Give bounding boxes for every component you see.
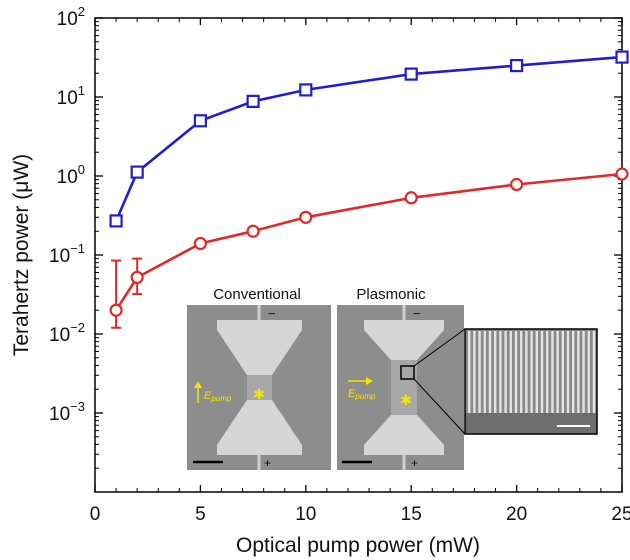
grating-stripe (577, 331, 580, 415)
grating-stripe (535, 331, 538, 415)
plasmonic-epump-label: Epump (348, 388, 376, 401)
plasmonic-gap (391, 360, 417, 415)
series-line (114, 55, 623, 222)
x-axis-label: Optical pump power (mW) (236, 534, 480, 557)
data-point (130, 270, 144, 285)
grating-stripe (494, 331, 497, 415)
y-axis: 102 101 100 10−1 10−2 10−3 (49, 4, 622, 469)
y-tick-label: 10−3 (49, 399, 85, 425)
zoom-line-bottom (413, 378, 466, 435)
grating-stripe (566, 331, 570, 415)
y-tick-label: 100 (57, 162, 85, 188)
zoom-line-top (413, 328, 466, 367)
plasmonic-epump-arrowhead-icon (366, 377, 373, 385)
data-point (130, 165, 144, 179)
plasmonic-epump-sub: pump (354, 392, 376, 401)
data-point (615, 50, 629, 64)
grating-stripe (525, 331, 528, 415)
conventional-top-electrode (217, 320, 302, 375)
grating-stripe (530, 331, 533, 415)
data-point (193, 236, 207, 251)
data-point (404, 67, 418, 81)
grating-stripe (561, 331, 564, 415)
grating-stripe (520, 331, 523, 415)
grating-stripe (556, 331, 559, 415)
plasmonic-plus-sign: + (411, 456, 418, 470)
x-axis: 0 5 10 15 20 25 (90, 18, 630, 525)
conventional-bottom-electrode (217, 400, 302, 455)
plasmonic-top-electrode (364, 320, 444, 360)
grating-stripe (592, 331, 596, 415)
data-point (615, 167, 629, 181)
grating-stripe (504, 331, 507, 415)
conventional-minus-sign: − (268, 306, 276, 321)
grating-stripe (514, 331, 518, 415)
conventional-epump-label: Epump (204, 390, 232, 403)
grating-stripe (587, 331, 590, 415)
inset-grating-zoom (464, 328, 598, 435)
grating-stripe (546, 331, 549, 415)
data-point (299, 210, 313, 224)
grating-stripe (540, 331, 544, 415)
data-point (299, 83, 313, 97)
plasmonic-bottom-electrode (364, 415, 444, 455)
zoom-source-box (400, 365, 415, 380)
conventional-epump-arrowhead-icon (194, 381, 202, 388)
x-tick-label: 0 (90, 504, 101, 525)
data-point (109, 214, 123, 228)
x-tick-label: 5 (195, 504, 206, 525)
grating-stripe (473, 331, 476, 415)
grating-stripe (551, 331, 554, 415)
y-axis-label: Terahertz power (μW) (10, 154, 33, 356)
conventional-gap (247, 375, 272, 400)
y-tick-label: 10−2 (49, 320, 85, 346)
grating-stripe (582, 331, 585, 415)
x-tick-label: 25 (611, 504, 630, 525)
series-line (115, 172, 623, 311)
x-tick-label: 20 (506, 504, 527, 525)
data-point (109, 303, 123, 317)
plasmonic-star-icon: ✱ (400, 392, 412, 408)
grating-lines (468, 331, 596, 415)
grating-stripe (499, 331, 502, 415)
grating-stripe (478, 331, 481, 415)
conventional-plus-sign: + (264, 456, 271, 470)
grating-stripe (509, 331, 512, 415)
data-point (246, 94, 260, 108)
data-point (246, 224, 260, 238)
x-tick-label: 10 (295, 504, 316, 525)
plasmonic-minus-sign: − (413, 306, 421, 321)
data-point (509, 177, 524, 192)
grating-substrate (465, 413, 597, 434)
plasmonic-epump-main: E (348, 388, 356, 400)
inset-conventional: Conventional − + ✱ Epump (187, 286, 331, 470)
inset-conventional-label: Conventional (213, 286, 301, 303)
conventional-epump-sub: pump (210, 394, 232, 403)
grating-stripe (468, 331, 471, 415)
x-tick-label: 15 (401, 504, 422, 525)
data-point (193, 114, 207, 128)
grating-stripe (488, 331, 492, 415)
inset-plasmonic-label: Plasmonic (356, 286, 426, 303)
y-tick-label: 10−1 (49, 241, 85, 267)
plot-series (109, 50, 629, 329)
y-tick-label: 101 (57, 83, 85, 109)
conventional-star-icon: ✱ (253, 386, 265, 402)
grating-frame (464, 328, 598, 435)
grating-stripe (483, 331, 486, 415)
y-tick-label: 102 (57, 4, 85, 30)
grating-stripe (572, 331, 575, 415)
inset-plasmonic: Plasmonic − + ✱ Epump (337, 286, 466, 470)
conventional-epump-main: E (204, 390, 212, 402)
data-point (510, 58, 524, 73)
data-point (404, 191, 418, 205)
